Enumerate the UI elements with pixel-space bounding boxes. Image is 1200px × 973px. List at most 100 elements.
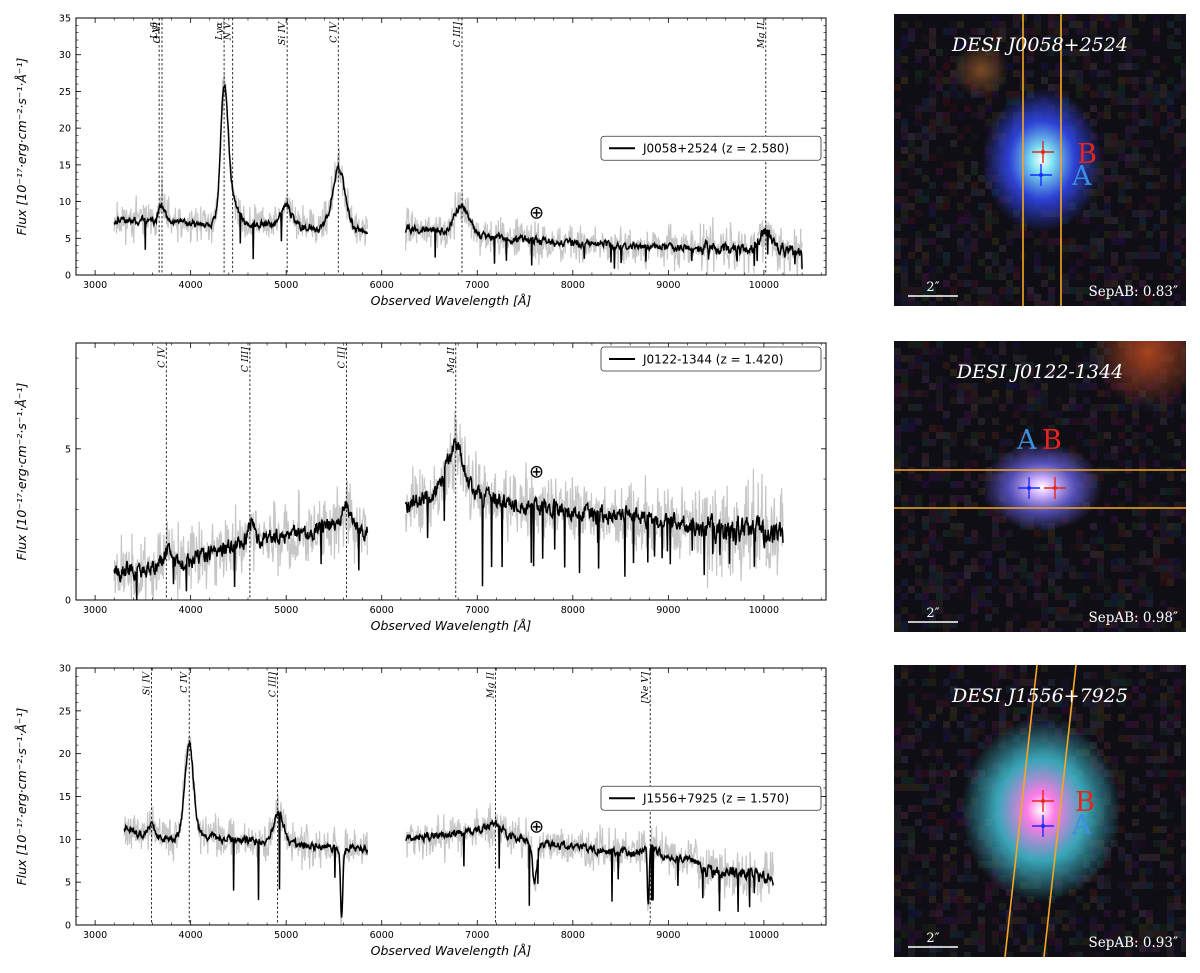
noise-pixel: [1125, 49, 1132, 56]
x-tick-label: 3000: [83, 930, 107, 941]
noise-pixel: [978, 903, 985, 910]
noise-pixel: [1062, 679, 1069, 686]
noise-pixel: [936, 147, 943, 154]
noise-pixel: [950, 714, 957, 721]
noise-pixel: [1146, 924, 1153, 931]
noise-pixel: [1020, 432, 1027, 439]
noise-pixel: [936, 593, 943, 600]
noise-pixel: [957, 217, 964, 224]
y-tick-label: 15: [59, 160, 71, 171]
noise-pixel: [1006, 238, 1013, 245]
noise-pixel: [950, 586, 957, 593]
noise-pixel: [957, 551, 964, 558]
noise-pixel: [950, 369, 957, 376]
noise-pixel: [1118, 294, 1125, 301]
noise-pixel: [1006, 231, 1013, 238]
noise-pixel: [915, 819, 922, 826]
noise-pixel: [901, 460, 908, 467]
axis-ticks: 3000 4000 5000 6000 7000 8000 9000 100000510152…: [59, 664, 826, 941]
noise-pixel: [964, 952, 971, 957]
noise-pixel: [985, 411, 992, 418]
noise-pixel: [1139, 700, 1146, 707]
noise-pixel: [915, 404, 922, 411]
noise-pixel: [1167, 777, 1174, 784]
noise-pixel: [915, 777, 922, 784]
scale-bar-label: 2″: [926, 931, 939, 946]
noise-pixel: [1132, 882, 1139, 889]
noise-pixel: [943, 460, 950, 467]
noise-pixel: [929, 868, 936, 875]
noise-pixel: [1118, 147, 1125, 154]
noise-pixel: [1020, 572, 1027, 579]
noise-pixel: [964, 896, 971, 903]
noise-pixel: [894, 404, 901, 411]
noise-pixel: [929, 826, 936, 833]
noise-pixel: [1069, 70, 1076, 77]
noise-pixel: [964, 294, 971, 301]
noise-pixel: [1062, 565, 1069, 572]
noise-pixel: [1181, 77, 1186, 84]
noise-pixel: [1139, 203, 1146, 210]
noise-pixel: [908, 924, 915, 931]
noise-pixel: [1090, 952, 1097, 957]
noise-pixel: [1048, 362, 1055, 369]
noise-pixel: [1132, 404, 1139, 411]
noise-pixel: [1118, 28, 1125, 35]
noise-pixel: [971, 917, 978, 924]
noise-pixel: [1153, 252, 1160, 259]
noise-pixel: [901, 840, 908, 847]
noise-pixel: [1174, 502, 1181, 509]
noise-pixel: [1118, 565, 1125, 572]
emission-line-label: Si IV: [277, 21, 288, 45]
noise-pixel: [1062, 418, 1069, 425]
noise-pixel: [992, 544, 999, 551]
noise-pixel: [957, 383, 964, 390]
noise-pixel: [922, 509, 929, 516]
noise-pixel: [978, 721, 985, 728]
noise-pixel: [1034, 945, 1041, 952]
noise-pixel: [1013, 21, 1020, 28]
noise-pixel: [1027, 579, 1034, 586]
noise-pixel: [894, 558, 901, 565]
y-tick-label: 30: [59, 50, 71, 61]
x-tick-label: 8000: [561, 605, 585, 616]
noise-pixel: [894, 362, 901, 369]
noise-pixel: [1090, 411, 1097, 418]
noise-pixel: [908, 700, 915, 707]
quasar-source: [982, 443, 1102, 531]
noise-pixel: [950, 439, 957, 446]
noise-pixel: [1139, 600, 1146, 607]
noise-pixel: [950, 105, 957, 112]
noise-pixel: [1160, 516, 1167, 523]
noise-pixel: [1006, 924, 1013, 931]
noise-pixel: [999, 544, 1006, 551]
telluric-earth-symbol: ⊕: [529, 462, 544, 483]
noise-pixel: [1027, 287, 1034, 294]
noise-pixel: [999, 714, 1006, 721]
noise-pixel: [908, 882, 915, 889]
noise-pixel: [1020, 558, 1027, 565]
noise-pixel: [901, 294, 908, 301]
noise-pixel: [929, 770, 936, 777]
noise-pixel: [1104, 91, 1111, 98]
noise-pixel: [1167, 252, 1174, 259]
noise-pixel: [929, 238, 936, 245]
noise-pixel: [1181, 140, 1186, 147]
noise-pixel: [1062, 707, 1069, 714]
noise-pixel: [1167, 665, 1174, 672]
noise-pixel: [1160, 404, 1167, 411]
noise-pixel: [936, 341, 943, 348]
noise-pixel: [1006, 390, 1013, 397]
noise-pixel: [978, 203, 985, 210]
noise-pixel: [1125, 280, 1132, 287]
noise-pixel: [1006, 294, 1013, 301]
x-tick-label: 10000: [749, 605, 779, 616]
noise-pixel: [1055, 910, 1062, 917]
noise-pixel: [978, 28, 985, 35]
noise-pixel: [999, 565, 1006, 572]
noise-pixel: [901, 509, 908, 516]
noise-pixel: [908, 833, 915, 840]
noise-pixel: [1027, 294, 1034, 301]
noise-pixel: [1027, 49, 1034, 56]
noise-pixel: [985, 446, 992, 453]
